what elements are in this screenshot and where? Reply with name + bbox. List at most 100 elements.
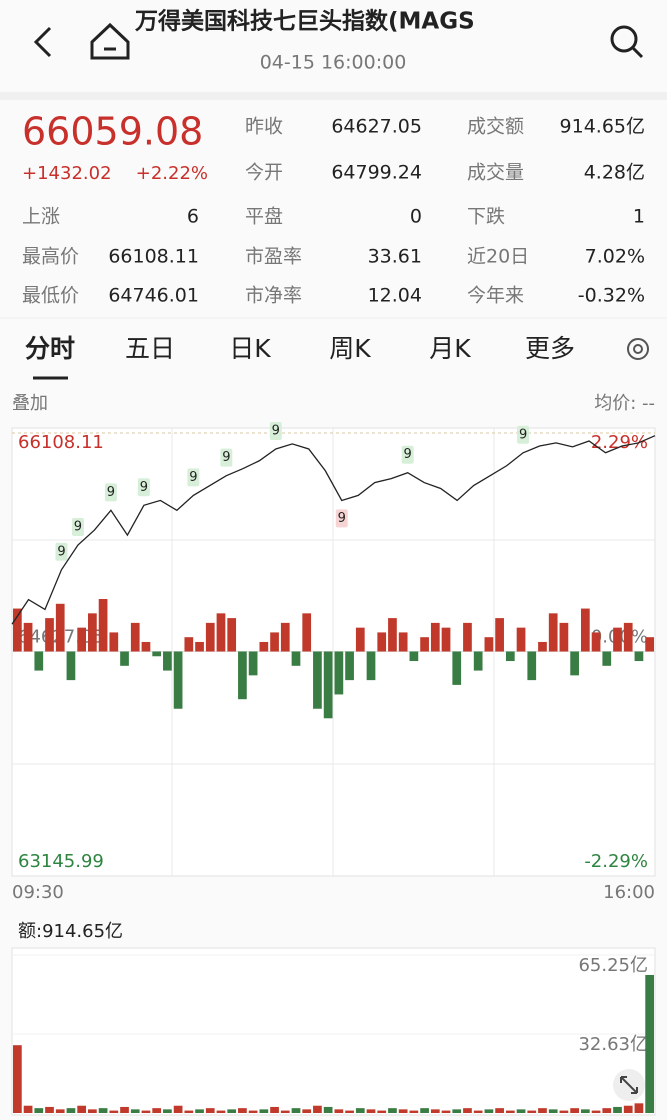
tab[interactable]: 日K [229, 334, 271, 363]
home-icon[interactable] [90, 22, 130, 60]
tab[interactable]: 周K [329, 334, 371, 363]
signal-label: 9 [338, 511, 346, 526]
stat-label: 最高价 [22, 246, 79, 268]
change-bar [227, 618, 237, 652]
volume-bar [184, 1110, 194, 1113]
back-button[interactable] [33, 26, 52, 58]
change-bar [163, 651, 172, 671]
volume-frame [11, 947, 656, 1116]
signal-box [104, 483, 117, 502]
volume-bar [98, 1108, 108, 1113]
volume-bar [13, 1045, 22, 1113]
volume-bar [195, 1109, 204, 1113]
change-bar [13, 608, 22, 652]
volume-bar [602, 1108, 612, 1113]
volume-bar [580, 1109, 590, 1113]
tab[interactable]: 月K [429, 334, 471, 363]
change-bar [334, 651, 344, 695]
volume-bar [216, 1110, 226, 1113]
home-button[interactable] [90, 22, 130, 60]
change-bar [538, 641, 547, 652]
overlay-button[interactable]: 叠加 [12, 393, 48, 414]
stat-label: 今开 [245, 162, 283, 184]
volume-bar [570, 1108, 579, 1113]
y-tick-label: 66108.11 [18, 432, 104, 453]
settings-button[interactable] [627, 338, 649, 360]
stat-label: 今年来 [467, 285, 524, 307]
change-bar [270, 632, 279, 652]
volume-bar [366, 1109, 376, 1113]
signal-box [517, 425, 530, 444]
change-bar [109, 632, 119, 652]
change-bar [66, 651, 76, 681]
volume-bar [77, 1105, 87, 1113]
change-bar [409, 651, 419, 662]
y2-tick-label: 2.29% [591, 432, 648, 453]
change-pct: +2.22% [136, 163, 208, 184]
tab[interactable]: 五日 [125, 334, 175, 363]
y2-tick-label: -2.29% [584, 851, 648, 872]
signal-box [71, 517, 84, 536]
search-icon-handle[interactable] [631, 46, 644, 59]
volume-bar [302, 1109, 312, 1113]
settings-icon-core[interactable] [633, 344, 643, 354]
change-bar [34, 651, 44, 671]
price: 66059.08 [22, 110, 203, 154]
volume-bar [473, 1110, 483, 1113]
volume-bar [55, 1109, 65, 1113]
change-bar [323, 651, 333, 719]
change-bar [559, 622, 569, 652]
stat-label: 下跌 [467, 206, 505, 228]
search-button[interactable] [610, 25, 644, 59]
volume-bar [409, 1110, 419, 1113]
volume-bar [452, 1109, 462, 1113]
tab[interactable]: 更多 [525, 334, 575, 363]
volume-bar [227, 1109, 237, 1113]
stat-value: 1 [633, 206, 645, 228]
volume-bar [205, 1108, 215, 1113]
search-icon[interactable] [610, 25, 638, 53]
chart-layer: 63145.9964627.0566108.11-2.29%0.00%2.29%… [11, 421, 656, 1113]
change-bar [195, 641, 204, 652]
settings-icon[interactable] [627, 338, 649, 360]
volume-bar [559, 1110, 569, 1113]
expand-icon[interactable] [620, 1076, 638, 1094]
y-tick-label: 65.25亿 [578, 955, 648, 976]
stat-label: 最低价 [22, 285, 79, 307]
volume-bar [34, 1108, 44, 1113]
change-bar [516, 627, 526, 652]
signal-box [335, 509, 348, 528]
title: 万得美国科技七巨头指数(MAGS [135, 8, 475, 35]
signal-label: 9 [404, 447, 412, 462]
expand-button[interactable] [613, 1069, 645, 1101]
volume-bar [66, 1108, 76, 1113]
change-bar [259, 641, 269, 652]
stat-value: 6 [187, 206, 199, 228]
stat-label: 平盘 [245, 206, 283, 228]
signal-box [269, 421, 282, 440]
stat-value: 64799.24 [331, 162, 422, 184]
tab[interactable]: 分时 [25, 334, 75, 363]
stat-value: 66108.11 [108, 246, 199, 268]
change-bar [141, 641, 151, 652]
volume-bar [495, 1108, 504, 1113]
change-bar [430, 622, 440, 652]
change-bar [238, 651, 247, 700]
change-bar [591, 632, 601, 652]
signal-label: 9 [74, 519, 82, 534]
y-tick-label: 63145.99 [18, 851, 104, 872]
avg-price: 均价: -- [594, 393, 655, 414]
change-bar [152, 651, 162, 657]
divider [0, 92, 667, 100]
x-end-label: 16:00 [603, 882, 655, 903]
volume-bar [259, 1109, 269, 1113]
volume-bar [377, 1110, 387, 1113]
change-bar [184, 637, 194, 652]
change-bar [77, 627, 87, 652]
change-bar [634, 651, 644, 662]
signal-box [137, 478, 150, 497]
volume-bar [645, 974, 654, 1113]
volume-label: 额:914.65亿 [18, 921, 123, 942]
volume-bar [248, 1110, 258, 1113]
